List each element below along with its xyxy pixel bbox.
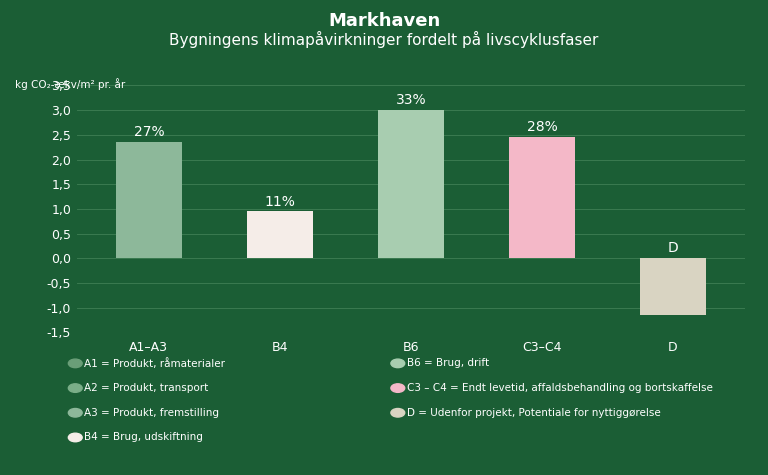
Text: B4 = Brug, udskiftning: B4 = Brug, udskiftning (84, 432, 204, 443)
Text: A3 = Produkt, fremstilling: A3 = Produkt, fremstilling (84, 408, 220, 418)
Text: Bygningens klimapåvirkninger fordelt på livscyklusfaser: Bygningens klimapåvirkninger fordelt på … (169, 31, 599, 48)
Bar (116, 142, 181, 258)
Text: Markhaven: Markhaven (328, 12, 440, 30)
Text: 11%: 11% (264, 194, 296, 209)
Text: D = Udenfor projekt, Potentiale for nyttiggørelse: D = Udenfor projekt, Potentiale for nytt… (407, 408, 660, 418)
Bar (247, 211, 313, 258)
Bar (378, 110, 444, 258)
Bar (509, 137, 574, 258)
Bar (641, 258, 706, 315)
Text: 27%: 27% (134, 125, 164, 139)
Text: A2 = Produkt, transport: A2 = Produkt, transport (84, 383, 209, 393)
Text: C3 – C4 = Endt levetid, affaldsbehandling og bortskaffelse: C3 – C4 = Endt levetid, affaldsbehandlin… (407, 383, 713, 393)
Text: D: D (667, 241, 678, 256)
Text: A1 = Produkt, råmaterialer: A1 = Produkt, råmaterialer (84, 358, 226, 369)
Text: kg CO₂-ækv/m² pr. år: kg CO₂-ækv/m² pr. år (15, 78, 126, 90)
Text: 28%: 28% (527, 120, 558, 134)
Text: B6 = Brug, drift: B6 = Brug, drift (407, 358, 489, 369)
Text: 33%: 33% (396, 93, 426, 107)
